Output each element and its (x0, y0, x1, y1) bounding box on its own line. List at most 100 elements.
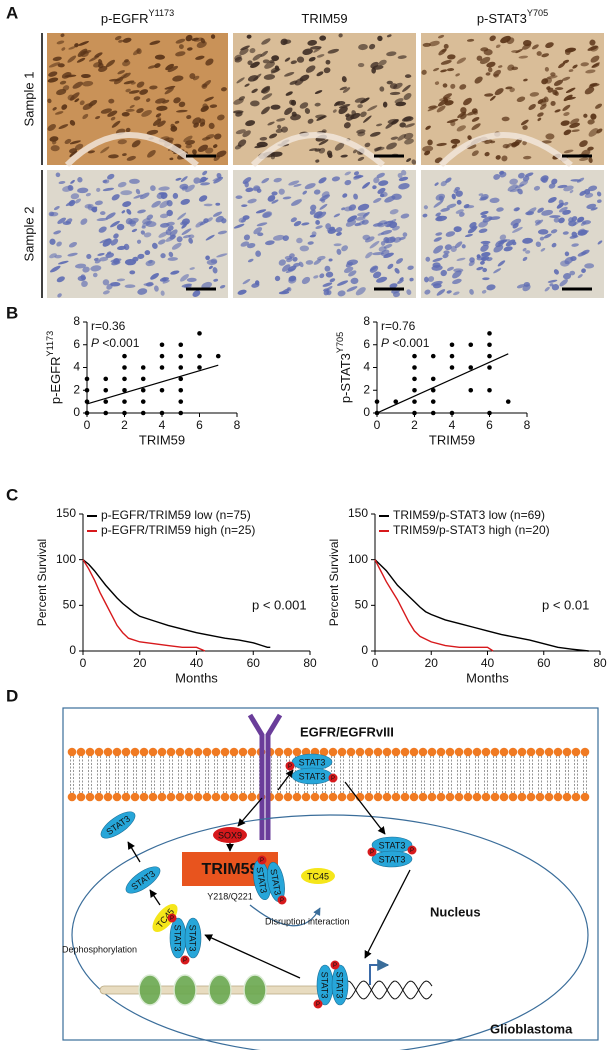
nucleus-spot (339, 86, 348, 91)
nucleus-spot (88, 99, 98, 107)
nucleus-spot (537, 207, 544, 213)
nucleus-spot (243, 234, 251, 241)
nucleus-spot (188, 237, 193, 244)
nucleus-spot (200, 182, 211, 186)
lipid-head (526, 792, 536, 802)
nucleus-spot (584, 87, 595, 95)
point (122, 353, 127, 359)
lipid-head (427, 792, 437, 802)
nucleus-spot (150, 185, 156, 192)
stat3-label: STAT3 (379, 854, 406, 864)
lipid-head (274, 747, 284, 757)
point (449, 353, 455, 359)
nucleus-spot (259, 136, 268, 141)
lipid-head (148, 792, 158, 802)
nucleus-spot (116, 278, 126, 282)
lipid-head (247, 792, 257, 802)
nucleus-spot (214, 133, 222, 140)
lipid-head (481, 792, 491, 802)
nucleus-spot (450, 245, 457, 253)
nucleus-spot (56, 40, 65, 45)
nucleus-spot (438, 48, 447, 56)
nucleus-spot (68, 46, 76, 50)
nucleus-spot (434, 81, 440, 85)
nucleus-spot (179, 274, 189, 282)
nucleus-spot (411, 159, 417, 165)
x-tick-label: 0 (372, 656, 379, 670)
column-title: TRIM59 (301, 11, 347, 26)
y-tick-label: 150 (348, 506, 368, 520)
nucleus-spot (541, 53, 550, 58)
arrow (149, 889, 161, 906)
nucleus-spot (516, 96, 526, 103)
nucleus-spot (55, 172, 61, 178)
nucleus-spot (271, 199, 279, 204)
nucleus-spot (256, 188, 262, 193)
nucleus-spot (586, 203, 597, 209)
nucleus-spot (235, 111, 243, 117)
nucleus-spot (389, 91, 401, 96)
nucleus-spot (209, 104, 218, 108)
trend-line (376, 353, 509, 414)
nucleus-spot (459, 84, 467, 90)
nucleus-spot (515, 207, 520, 212)
survival-curve (374, 559, 494, 652)
nucleus-spot (344, 171, 351, 176)
nucleus-spot (195, 55, 205, 60)
nucleus-spot (442, 253, 449, 259)
phospho-label: P (260, 858, 264, 864)
lipid-head (229, 792, 239, 802)
nucleus-spot (357, 203, 370, 211)
nucleus-spot (437, 98, 448, 107)
x-tick-label: 0 (84, 418, 91, 432)
tc45 (301, 868, 335, 884)
nucleus-spot (82, 266, 90, 273)
nucleosome (243, 974, 267, 1006)
nucleus-spot (169, 229, 178, 237)
nucleus-spot (329, 278, 336, 283)
nucleus-spot (327, 153, 333, 159)
lipid-head (139, 792, 149, 802)
point (84, 387, 90, 393)
lipid-head (346, 747, 356, 757)
x-tick-label: 20 (425, 656, 439, 670)
nucleus-spot (97, 252, 105, 256)
annotation: p < 0.001 (252, 597, 307, 612)
nucleus-spot (446, 118, 459, 124)
nucleus-spot (155, 113, 162, 118)
stat3-label: STAT3 (299, 771, 326, 781)
nucleus-spot (443, 250, 450, 255)
nucleus-spot (553, 79, 564, 86)
survival-curve (82, 559, 206, 652)
nucleus-spot (554, 109, 561, 113)
nucleus-spot (334, 142, 345, 151)
nucleus-spot (455, 209, 464, 214)
stat3-label: STAT3 (335, 972, 345, 999)
nucleus-spot (383, 243, 393, 249)
nucleus-spot (234, 56, 243, 63)
stat3 (331, 964, 349, 1006)
nucleus-spot (563, 201, 569, 206)
nucleus-spot (544, 286, 550, 292)
nucleus-spot (397, 134, 407, 141)
nucleus-spot (159, 213, 169, 219)
point (122, 387, 127, 393)
nucleus-spot (70, 179, 75, 184)
nucleus-spot (284, 255, 293, 260)
nucleus-spot (551, 242, 557, 248)
nucleus-spot (403, 132, 414, 140)
nucleus-spot (367, 105, 378, 112)
nucleus-spot (74, 98, 80, 103)
nucleus-spot (187, 47, 193, 51)
nucleus-spot (560, 120, 570, 126)
nucleus-spot (389, 283, 398, 289)
nucleus-spot (113, 76, 124, 85)
nucleus-spot (537, 229, 549, 235)
nucleus-spot (558, 62, 566, 69)
nucleus-spot (377, 35, 383, 42)
nucleus-spot (362, 234, 371, 241)
nucleus-spot (81, 73, 91, 79)
nucleus-spot (48, 62, 60, 68)
nucleus-spot (398, 176, 409, 182)
nucleus-spot (249, 48, 256, 54)
